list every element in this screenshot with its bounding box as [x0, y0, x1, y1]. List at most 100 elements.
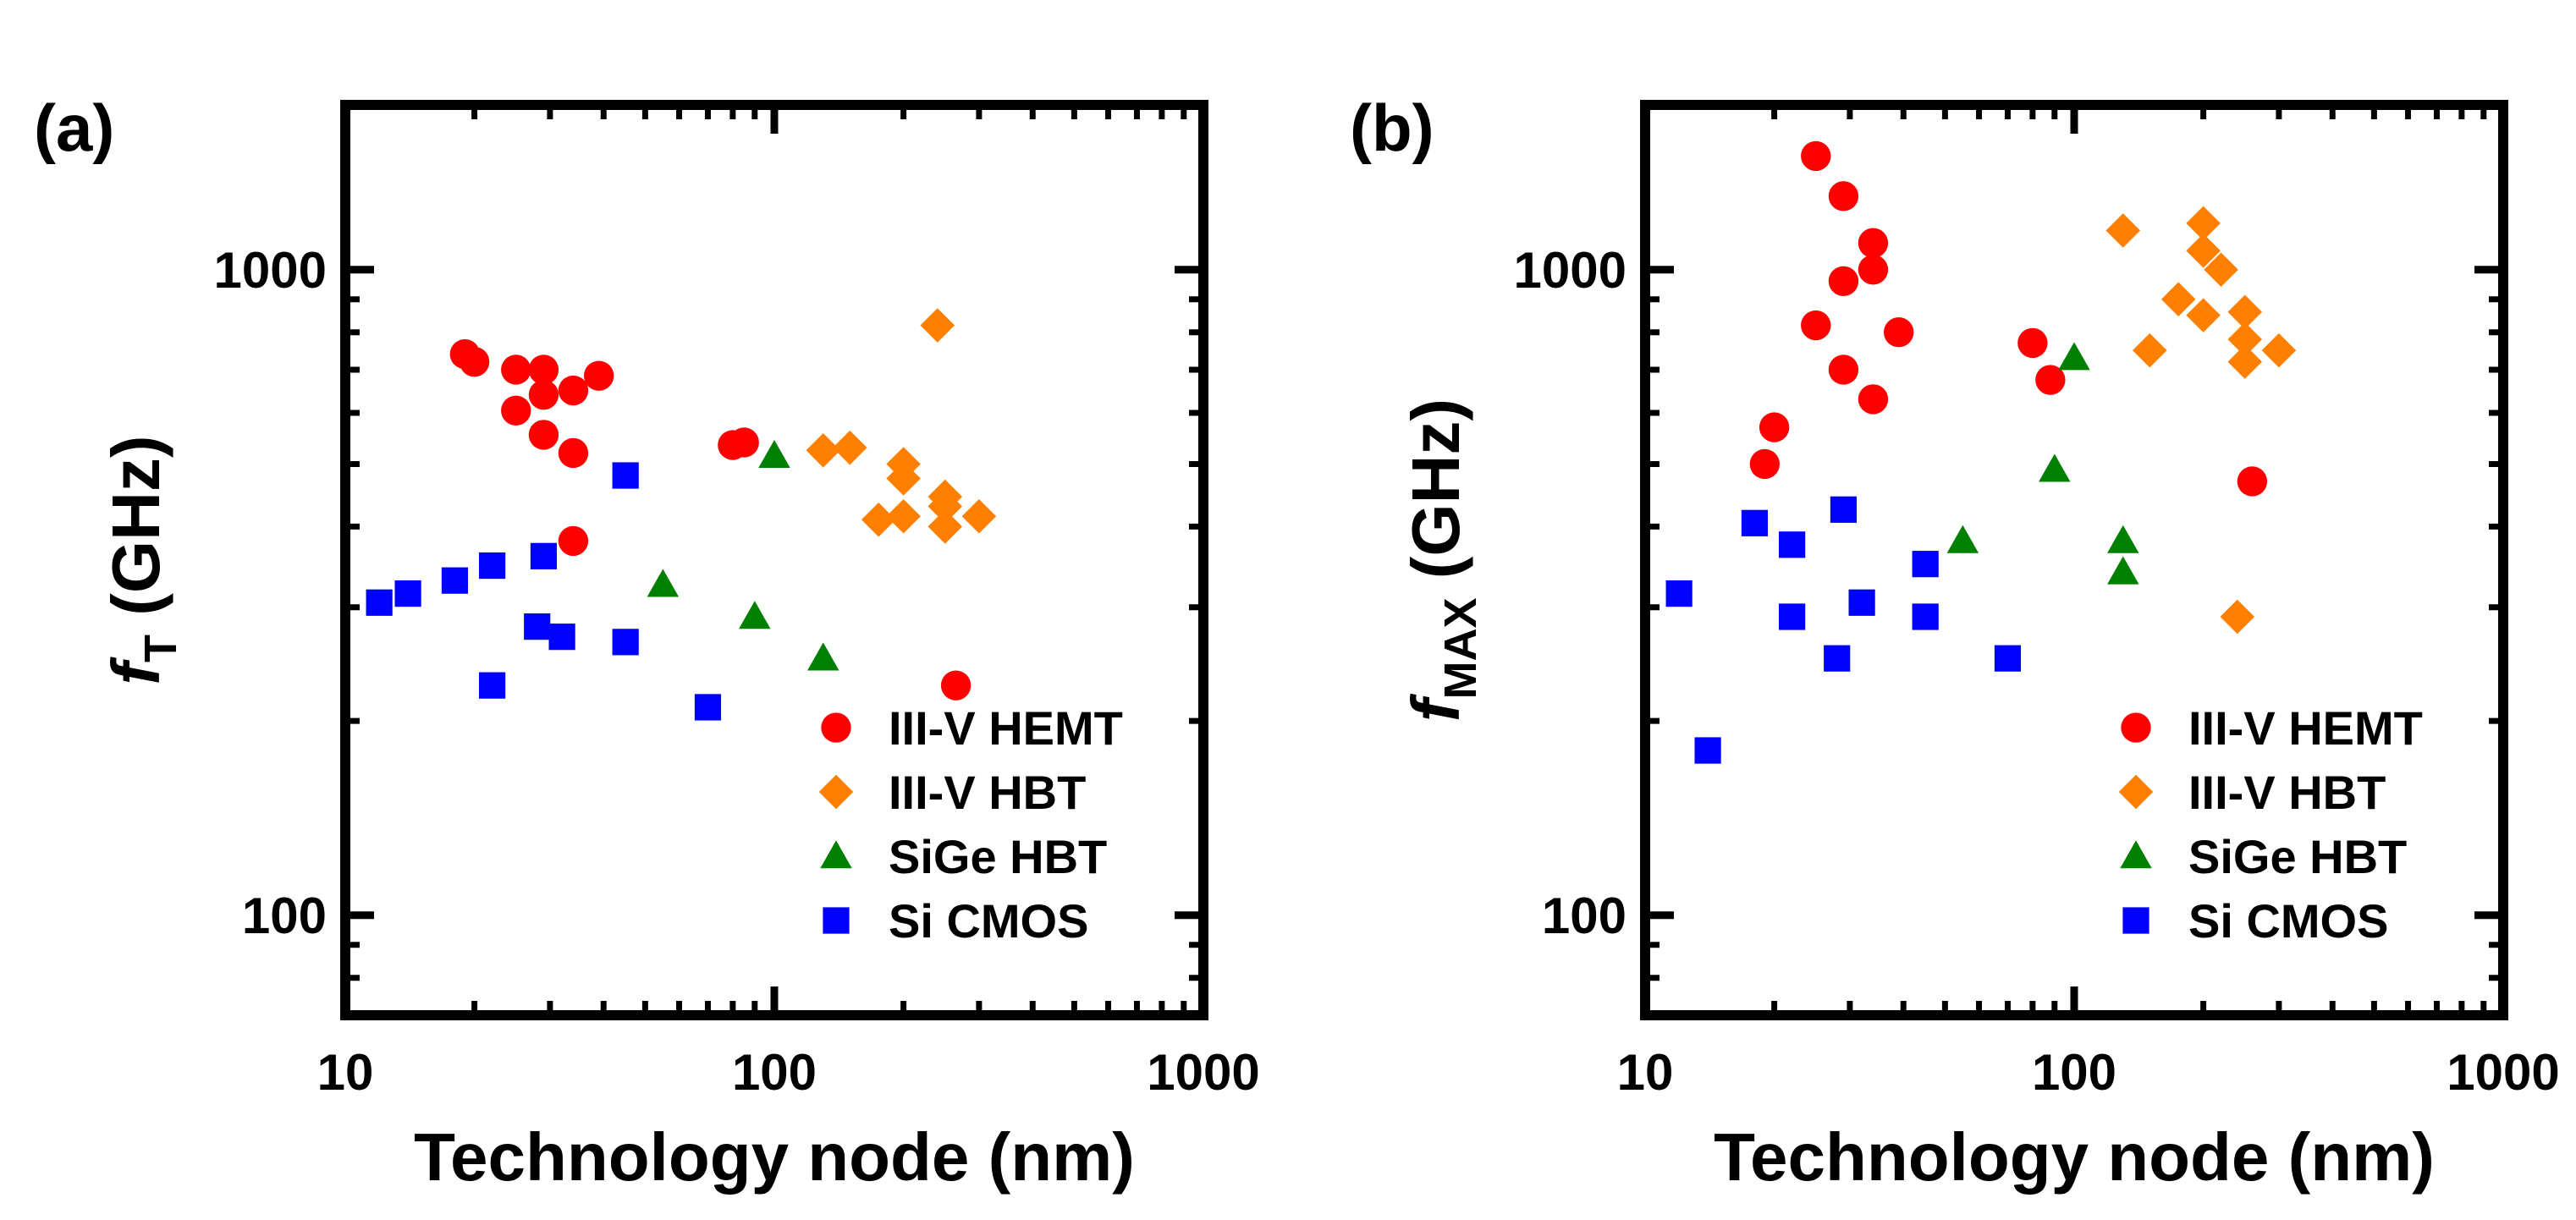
legend-label: III-V HBT [889, 766, 1086, 819]
series-si-cmos [1665, 496, 2022, 764]
data-point [758, 439, 790, 468]
y-label-subscript: T [135, 635, 186, 662]
data-point [2160, 282, 2196, 316]
data-point [961, 498, 997, 534]
data-point [528, 420, 559, 450]
data-point [1759, 412, 1790, 442]
legend-marker [818, 774, 854, 810]
legend-label: SiGe HBT [2188, 830, 2407, 883]
data-point [2017, 327, 2048, 359]
series-iii-v-hbt [806, 308, 997, 544]
data-point [2220, 599, 2255, 635]
legend-label: III-V HEMT [889, 701, 1123, 755]
data-point [1858, 384, 1889, 415]
y-tick-label: 100 [242, 888, 327, 944]
data-point [920, 308, 955, 343]
data-point [2132, 332, 2167, 368]
data-point [394, 580, 421, 607]
data-point [807, 642, 839, 671]
data-point [2227, 294, 2263, 330]
y-tick-label: 1000 [1514, 242, 1627, 299]
x-axis-label: Technology node (nm) [414, 1119, 1135, 1195]
legend-label: SiGe HBT [889, 830, 1107, 883]
legend-label: III-V HBT [2188, 766, 2386, 819]
data-point [528, 354, 559, 385]
x-axis-label: Technology node (nm) [1714, 1119, 2435, 1195]
y-tick-label: 100 [1542, 888, 1627, 944]
data-point [2107, 525, 2139, 553]
data-point [861, 502, 896, 537]
data-point [1858, 255, 1889, 285]
x-tick-label: 10 [317, 1044, 374, 1101]
data-point [558, 437, 589, 469]
data-point [927, 509, 963, 544]
data-point [1779, 531, 1806, 558]
data-point [2107, 556, 2139, 585]
data-point [694, 694, 722, 721]
series-si-cmos [366, 462, 722, 721]
data-point [479, 552, 506, 580]
data-point [530, 542, 558, 569]
plot-frame [1640, 100, 2508, 1020]
legend-marker [2122, 907, 2149, 934]
data-point [1828, 354, 1859, 385]
data-point [441, 567, 469, 594]
series-iii-v-hemt [449, 338, 972, 701]
legend: III-V HEMT III-V HBT SiGe HBT Si CMOS [2118, 701, 2423, 948]
data-point [558, 375, 589, 406]
data-point [1912, 551, 1939, 578]
data-point [2186, 206, 2221, 241]
data-point [2227, 344, 2263, 379]
data-point [1779, 603, 1806, 630]
x-tick-label: 1000 [1147, 1044, 1259, 1101]
data-point [2237, 466, 2268, 497]
legend: III-V HEMT III-V HBT SiGe HBT Si CMOS [818, 701, 1123, 948]
legend-marker [2120, 840, 2152, 869]
series-iii-v-hemt [1749, 140, 2268, 497]
y-tick-label: 1000 [214, 242, 327, 299]
panel-label: (a) [34, 91, 114, 165]
data-point [940, 670, 972, 701]
data-point [2039, 453, 2071, 482]
data-point [501, 395, 531, 426]
legend-marker [821, 712, 851, 743]
y-axis-label: fMAX (GHz) [1398, 398, 1486, 722]
data-point [558, 525, 589, 557]
data-point [1801, 140, 1831, 172]
data-point [1912, 603, 1939, 630]
data-point [583, 360, 614, 391]
data-point [1828, 181, 1859, 212]
data-point [886, 498, 921, 534]
data-point [2105, 213, 2141, 248]
data-point [366, 589, 393, 616]
data-point [612, 629, 639, 656]
data-point [1830, 496, 1858, 523]
y-label-unit: (GHz) [98, 435, 173, 635]
legend-marker [820, 840, 852, 869]
x-tick-label: 100 [2032, 1044, 2116, 1101]
x-tick-label: 1000 [2447, 1044, 2559, 1101]
data-point [832, 430, 867, 465]
legend-label: Si CMOS [889, 894, 1088, 948]
data-point [1946, 525, 1979, 553]
data-point [927, 479, 963, 514]
data-point [806, 433, 841, 468]
data-point [729, 427, 759, 458]
data-point [524, 613, 551, 640]
data-point [2186, 234, 2221, 268]
plot-frame [340, 100, 1208, 1020]
series-iii-v-hbt [2105, 206, 2297, 635]
data-point [2186, 298, 2221, 332]
data-point [501, 354, 531, 385]
data-point [2261, 332, 2297, 368]
data-point [2058, 342, 2090, 371]
x-tick-label: 100 [732, 1044, 817, 1101]
legend-label: III-V HEMT [2188, 701, 2423, 755]
data-point [1801, 310, 1831, 341]
data-point [1883, 317, 1914, 348]
x-tick-label: 10 [1617, 1044, 1674, 1101]
data-point [479, 672, 506, 699]
series-sige-hbt [1946, 342, 2139, 585]
